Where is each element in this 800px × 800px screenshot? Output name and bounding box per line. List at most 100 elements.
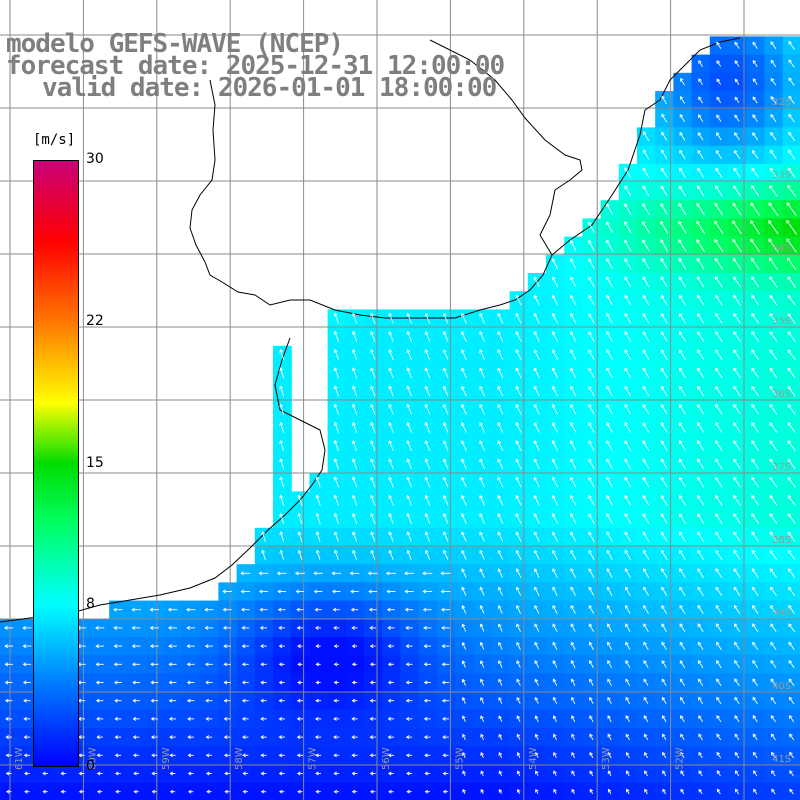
wind-arrow: [588, 476, 595, 488]
wind-arrow: [498, 641, 503, 650]
wind-arrow: [516, 660, 521, 668]
wind-arrow: [733, 549, 741, 560]
wind-arrow: [733, 385, 741, 397]
wind-arrow: [533, 422, 540, 433]
wind-arrow: [752, 715, 758, 723]
wind-arrow: [644, 788, 648, 795]
wind-arrow: [424, 312, 431, 324]
wind-arrow: [642, 131, 650, 142]
wind-arrow: [733, 586, 741, 596]
wind-arrow: [588, 422, 595, 433]
wind-arrow: [260, 789, 267, 794]
wind-arrow: [388, 385, 394, 397]
wind-arrow: [442, 312, 449, 324]
wind-arrow: [751, 531, 759, 542]
wind-arrow: [515, 312, 522, 324]
wind-arrow: [533, 276, 540, 288]
wind-arrow: [479, 623, 485, 632]
wind-arrow: [715, 185, 723, 197]
wind-arrow: [660, 294, 668, 306]
wind-arrow: [150, 698, 158, 703]
wind-arrow: [678, 202, 687, 216]
wind-arrow: [313, 571, 323, 576]
wind-arrow: [770, 660, 777, 669]
wind-arrow: [660, 185, 668, 197]
wind-arrow: [422, 607, 432, 612]
wind-arrow: [461, 623, 467, 632]
wind-arrow: [768, 202, 779, 216]
wind-arrow: [733, 276, 741, 288]
wind-arrow: [204, 625, 214, 630]
lat-label: 40S: [772, 681, 791, 692]
wind-arrow: [624, 257, 632, 270]
wind-arrow: [150, 680, 159, 685]
wind-arrow: [349, 571, 360, 576]
wind-arrow: [131, 607, 141, 612]
wind-arrow: [406, 385, 412, 397]
wind-arrow: [479, 331, 485, 342]
wind-arrow: [424, 771, 431, 776]
wind-arrow: [751, 422, 760, 433]
colorbar-tick-30: 30: [86, 151, 104, 167]
wind-arrow: [642, 513, 650, 524]
wind-arrow: [351, 403, 358, 415]
wind-arrow: [351, 662, 358, 667]
wind-arrow: [261, 531, 266, 542]
wind-arrow: [461, 440, 467, 451]
wind-arrow: [333, 789, 339, 794]
wind-arrow: [352, 549, 358, 560]
wind-arrow: [750, 202, 760, 216]
wind-arrow: [642, 458, 650, 470]
wind-arrow: [78, 753, 85, 758]
wind-arrow: [787, 257, 797, 271]
wind-arrow: [643, 604, 649, 614]
wind-arrow: [571, 788, 575, 795]
wind-arrow: [588, 440, 595, 452]
wind-arrow: [480, 696, 485, 704]
wind-arrow: [315, 476, 321, 488]
lon-label: 61W: [14, 747, 25, 770]
wind-arrow: [625, 751, 630, 759]
wind-arrow: [697, 149, 704, 160]
wind-arrow: [461, 385, 467, 397]
wind-arrow: [552, 733, 557, 741]
wind-arrow: [678, 312, 686, 324]
wind-arrow: [679, 678, 685, 687]
wind-arrow: [388, 403, 394, 415]
wind-arrow: [333, 625, 340, 630]
wind-arrow: [660, 403, 668, 415]
wind-arrow: [497, 367, 504, 379]
wind-arrow: [698, 770, 703, 777]
lat-label: 36S: [772, 389, 791, 400]
wind-arrow: [423, 698, 431, 703]
wind-arrow: [333, 421, 339, 433]
wind-arrow: [733, 150, 741, 159]
wind-arrow: [716, 78, 722, 85]
wind-arrow: [624, 221, 632, 234]
wind-arrow: [132, 680, 140, 685]
wind-arrow: [734, 678, 740, 687]
wind-arrow: [787, 276, 796, 288]
wind-arrow: [388, 330, 394, 342]
wind-arrow: [661, 113, 668, 123]
wind-arrow: [406, 549, 412, 560]
wind-arrow: [752, 114, 758, 122]
wind-arrow: [206, 789, 212, 794]
wind-arrow: [787, 294, 796, 306]
wind-arrow: [387, 753, 394, 758]
wind-arrow: [406, 440, 412, 452]
wind-arrow: [169, 735, 176, 740]
wind-arrow: [479, 312, 485, 324]
wind-arrow: [242, 789, 248, 794]
wind-arrow: [552, 715, 557, 723]
wind-arrow: [698, 96, 703, 104]
wind-arrow: [533, 403, 540, 415]
wind-arrow: [696, 257, 705, 270]
wind-arrow: [552, 568, 558, 578]
wind-arrow: [697, 422, 705, 433]
wind-arrow: [679, 549, 686, 560]
lat-label: 41S: [772, 754, 791, 765]
wind-arrow: [570, 458, 577, 470]
